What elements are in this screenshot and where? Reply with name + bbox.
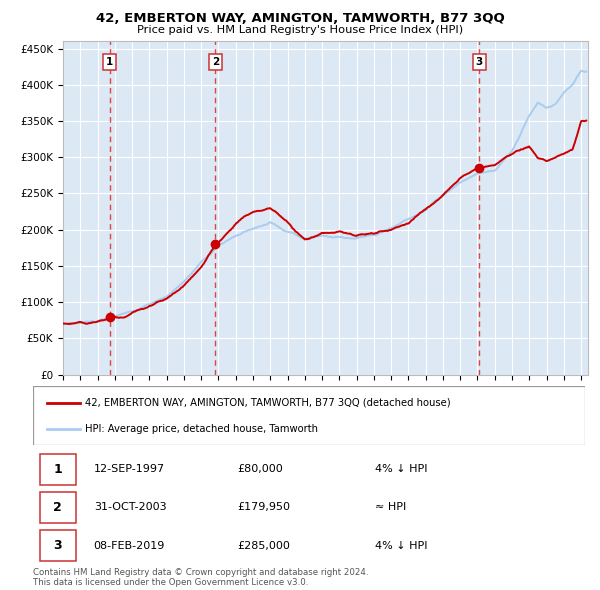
Text: Contains HM Land Registry data © Crown copyright and database right 2024.
This d: Contains HM Land Registry data © Crown c… [33,568,368,587]
Bar [40,530,76,561]
Text: 1: 1 [53,463,62,476]
Text: 4% ↓ HPI: 4% ↓ HPI [375,464,428,474]
Text: £285,000: £285,000 [237,540,290,550]
Text: 12-SEP-1997: 12-SEP-1997 [94,464,165,474]
Text: ≈ HPI: ≈ HPI [375,503,406,512]
Bar [40,454,76,485]
Text: 3: 3 [53,539,62,552]
Bar [40,491,76,523]
Text: 42, EMBERTON WAY, AMINGTON, TAMWORTH, B77 3QQ (detached house): 42, EMBERTON WAY, AMINGTON, TAMWORTH, B7… [85,398,451,408]
Text: 31-OCT-2003: 31-OCT-2003 [94,503,166,512]
Text: HPI: Average price, detached house, Tamworth: HPI: Average price, detached house, Tamw… [85,424,319,434]
Text: 1: 1 [106,57,113,67]
Text: 2: 2 [212,57,219,67]
Text: 3: 3 [476,57,483,67]
Text: Price paid vs. HM Land Registry's House Price Index (HPI): Price paid vs. HM Land Registry's House … [137,25,463,35]
Text: £80,000: £80,000 [237,464,283,474]
Text: 42, EMBERTON WAY, AMINGTON, TAMWORTH, B77 3QQ: 42, EMBERTON WAY, AMINGTON, TAMWORTH, B7… [95,12,505,25]
Text: 4% ↓ HPI: 4% ↓ HPI [375,540,428,550]
Text: 2: 2 [53,501,62,514]
Text: 08-FEB-2019: 08-FEB-2019 [94,540,165,550]
Text: £179,950: £179,950 [237,503,290,512]
